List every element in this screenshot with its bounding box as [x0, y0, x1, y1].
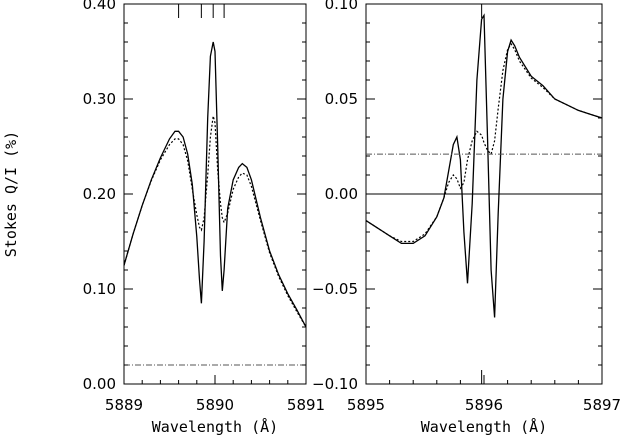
right-x-axis-title: Wavelength (Å): [421, 417, 547, 436]
right-ytick-label: −0.10: [312, 375, 358, 393]
left-ticks: [123, 3, 307, 385]
right-ytick-label: 0.05: [325, 90, 358, 108]
right-series-solid-line: [365, 13, 603, 318]
left-xtick-label: 5891: [287, 396, 325, 414]
right-ticks: [365, 3, 603, 385]
right-xtick-label: 5897: [583, 396, 621, 414]
right-xtick-labels: 5895 5896 5897: [347, 396, 621, 414]
right-panel: −0.10 −0.05 0.00 0.05 0.10 5895 5896 5897 Wave…: [312, 0, 621, 436]
left-marks: [123, 41, 307, 366]
left-xtick-label: 5889: [105, 396, 143, 414]
right-ytick-labels: −0.10 −0.05 0.00 0.05 0.10: [312, 0, 358, 393]
right-marks: [365, 13, 603, 318]
left-panel: 0.00 0.10 0.20 0.30 0.40 5889 5890 5891 Wavele…: [2, 0, 325, 436]
right-xtick-label: 5896: [465, 396, 503, 414]
left-xtick-label: 5890: [196, 396, 234, 414]
right-xtick-label: 5895: [347, 396, 385, 414]
left-ytick-label: 0.10: [83, 280, 116, 298]
left-ytick-labels: 0.00 0.10 0.20 0.30 0.40: [83, 0, 116, 393]
left-ytick-label: 0.40: [83, 0, 116, 13]
right-ytick-label: −0.05: [312, 280, 358, 298]
left-ytick-label: 0.00: [83, 375, 116, 393]
left-series-solid-line: [123, 41, 307, 328]
right-series-dotted-line: [365, 42, 603, 243]
right-ytick-label: 0.00: [325, 185, 358, 203]
left-ytick-label: 0.20: [83, 185, 116, 203]
left-x-axis-title: Wavelength (Å): [152, 417, 278, 436]
y-axis-title: Stokes Q/I (%): [2, 131, 20, 257]
left-xtick-labels: 5889 5890 5891: [105, 396, 325, 414]
right-ytick-label: 0.10: [325, 0, 358, 13]
left-series-dotted-line: [123, 115, 307, 328]
left-ytick-label: 0.30: [83, 90, 116, 108]
